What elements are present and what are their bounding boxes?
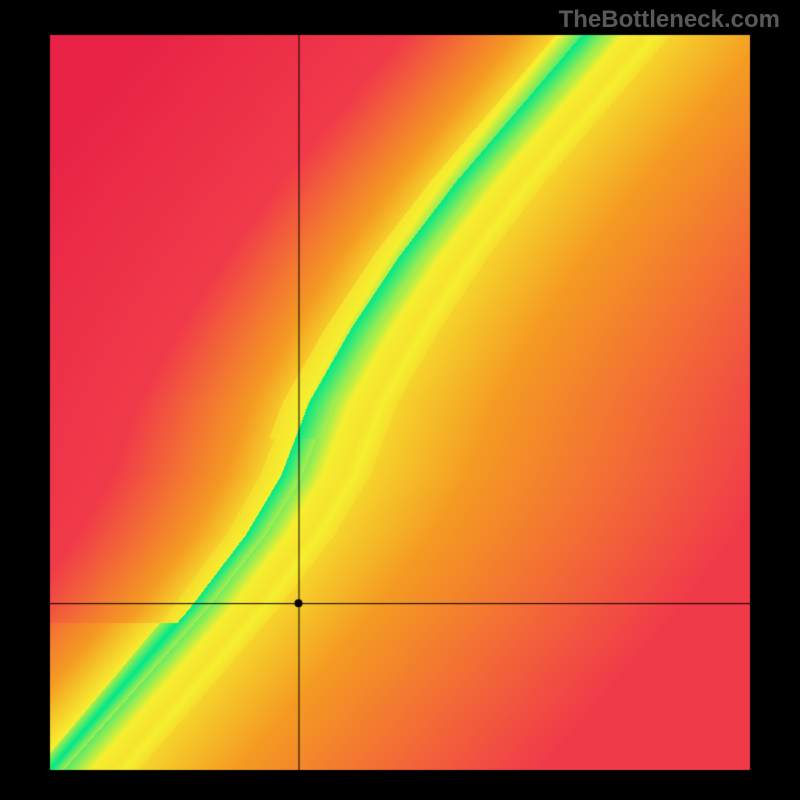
heatmap-canvas: [0, 0, 800, 800]
watermark-text: TheBottleneck.com: [559, 6, 780, 34]
chart-container: TheBottleneck.com: [0, 0, 800, 800]
